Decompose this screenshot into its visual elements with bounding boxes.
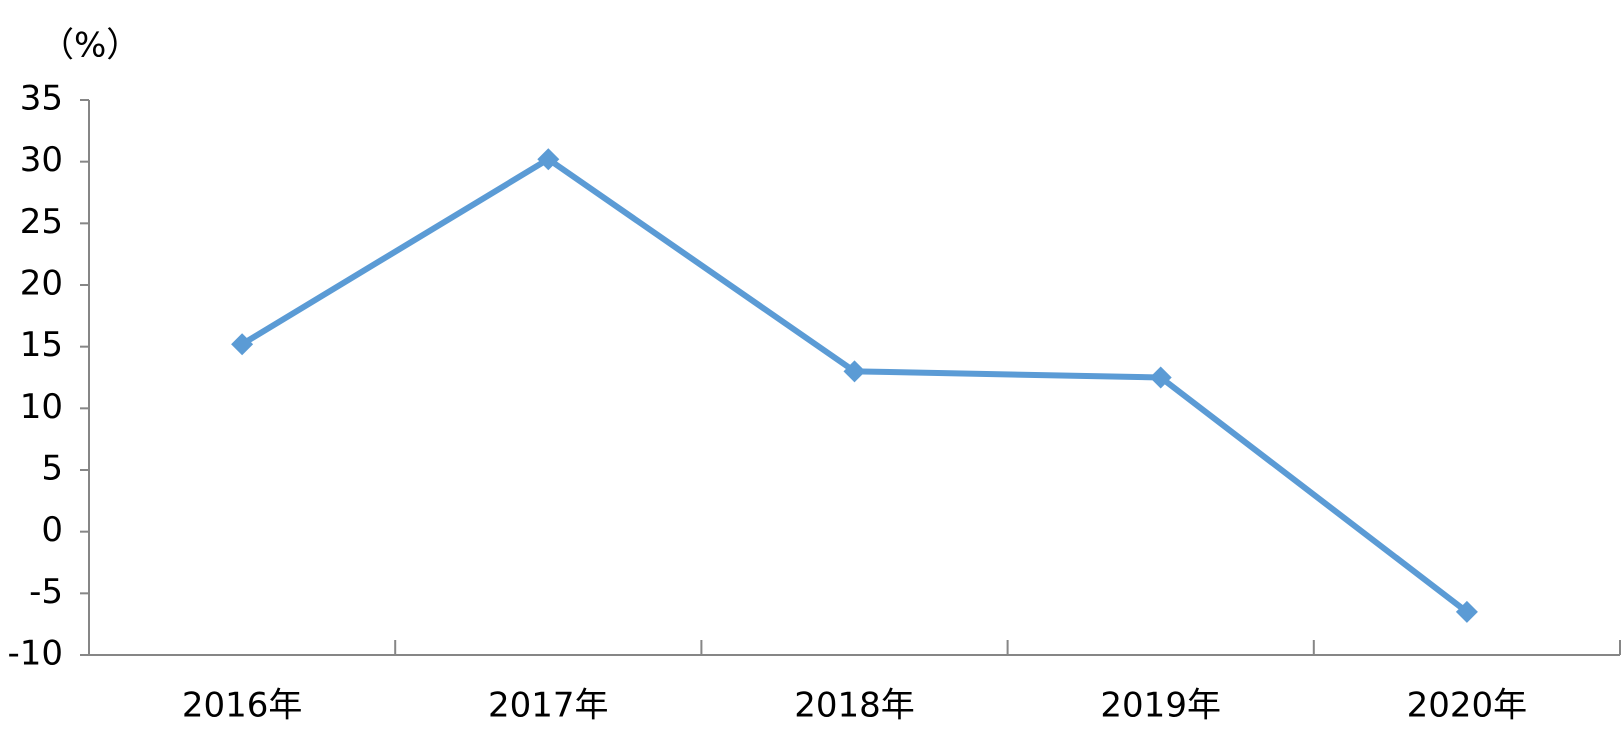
y-tick-label: -5 (29, 572, 63, 612)
marker (1149, 366, 1172, 389)
y-tick-label: 35 (20, 79, 63, 119)
x-tick-label: 2018年 (794, 686, 915, 726)
x-tick-label: 2016年 (182, 686, 303, 726)
y-tick-label: 25 (20, 202, 63, 242)
y-tick-label: 30 (20, 140, 63, 180)
y-tick-label: 10 (20, 387, 63, 427)
y-tick-label: -10 (7, 634, 63, 674)
y-axis-label: （%） (40, 26, 140, 66)
x-tick-label: 2020年 (1407, 686, 1528, 726)
marker (231, 333, 254, 356)
y-tick-label: 0 (41, 510, 63, 550)
y-tick-label: 15 (20, 325, 63, 365)
x-tick-label: 2017年 (488, 686, 609, 726)
marker (1455, 600, 1478, 623)
marker (537, 148, 560, 171)
line (240, 156, 1469, 615)
marker (843, 360, 866, 383)
x-tick-label: 2019年 (1100, 686, 1221, 726)
y-tick-label: 20 (20, 264, 63, 304)
y-tick-label: 5 (41, 449, 63, 489)
